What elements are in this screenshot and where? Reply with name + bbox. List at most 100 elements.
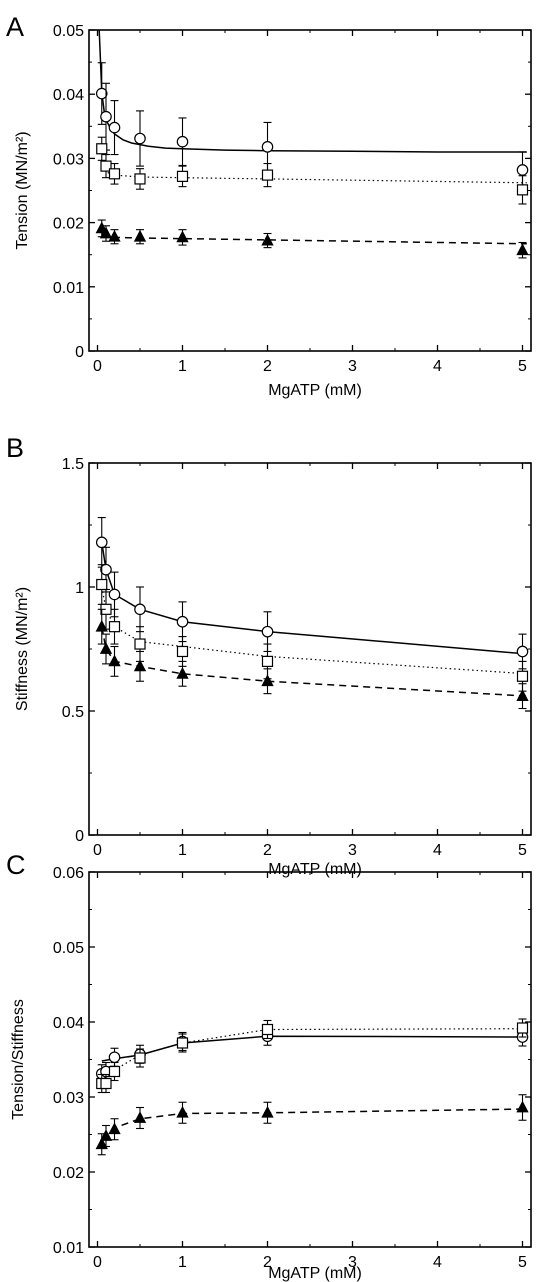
x-tick-label: 1 (178, 1254, 187, 1271)
series-open-square (96, 564, 529, 692)
y-tick-label: 0.04 (53, 1015, 84, 1032)
data-point-square (108, 1065, 121, 1078)
series-open-square (96, 1018, 529, 1094)
fit-line-dotted (101, 1028, 527, 1084)
data-point-circle (176, 135, 189, 148)
data-point-circle (134, 132, 146, 145)
data-point-square (134, 173, 146, 185)
data-point-circle (108, 1051, 121, 1064)
x-tick-label: 3 (348, 1254, 357, 1271)
fit-line-solid (98, 30, 527, 153)
fit-line-dotted (101, 165, 527, 184)
series-open-square (96, 136, 529, 205)
data-point-triangle (261, 233, 274, 246)
chart-b: 0 1 2 3 4 5 0 0.5 1 1.5 MgATP (mM) Stiffness (MN/m²… (14, 456, 532, 878)
y-tick-label: 0.03 (53, 1090, 84, 1107)
x-tick-label: 0 (93, 842, 102, 859)
panel-label-c: C (6, 850, 26, 880)
y-tick-label: 0.5 (62, 704, 84, 721)
data-point-square (176, 645, 189, 658)
series-open-circle (95, 517, 529, 670)
data-point-triangle (133, 229, 147, 242)
fit-line-dashed (101, 1108, 527, 1139)
series-filled-triangle (95, 1094, 529, 1156)
data-point-triangle (133, 1111, 147, 1123)
y-tick-label: 0.04 (53, 87, 84, 104)
data-point-triangle (516, 689, 529, 702)
data-point-triangle (176, 666, 189, 679)
series-filled-triangle (95, 219, 529, 259)
data-point-square (134, 638, 146, 650)
data-point-triangle (108, 654, 121, 667)
x-tick-label: 3 (348, 842, 357, 859)
x-tick-label: 2 (263, 358, 272, 375)
data-point-circle (100, 563, 112, 576)
data-point-triangle (95, 619, 108, 632)
data-point-square (108, 168, 121, 180)
data-point-triangle (99, 1129, 113, 1141)
data-point-square (261, 169, 274, 181)
series-open-circle (95, 30, 529, 189)
data-point-triangle (176, 230, 189, 243)
data-point-square (100, 160, 112, 172)
x-tick-label: 4 (433, 358, 442, 375)
chart-a: 0 1 2 3 4 5 0 0.01 0.02 0.03 0.04 0.05 MgATP (mM) Ten… (14, 23, 532, 399)
data-point-circle (261, 141, 274, 153)
x-tick-label: 2 (263, 842, 272, 859)
data-point-circle (108, 121, 121, 134)
plot-frame (88, 29, 532, 352)
y-tick-label: 0.05 (53, 940, 84, 957)
data-point-circle (261, 625, 274, 638)
x-axis-title: MgATP (mM) (268, 382, 362, 399)
fit-line-solid (101, 542, 527, 655)
data-point-square (96, 578, 108, 591)
x-tick-label: 3 (348, 358, 357, 375)
x-tick-label: 5 (518, 1254, 527, 1271)
y-tick-label: 0.03 (53, 151, 84, 168)
data-point-circle (176, 615, 189, 628)
y-tick-label: 0.01 (53, 280, 84, 297)
x-tick-label: 1 (178, 358, 187, 375)
panel-label-b: B (6, 433, 25, 463)
plot-frame (88, 871, 532, 1248)
x-tick-label: 2 (263, 1254, 272, 1271)
data-point-square (516, 1022, 529, 1034)
panel-a: A 0 1 2 3 4 5 0 0.01 0.02 0.03 0.04 0.05 MgATP (mM) T… (0, 12, 541, 432)
data-point-circle (95, 536, 108, 549)
fit-line-dashed (101, 232, 527, 245)
data-point-square (176, 1037, 189, 1049)
y-tick-label: 0 (75, 828, 84, 845)
data-point-circle (516, 645, 529, 658)
data-point-square (516, 670, 529, 682)
panel-b: B 0 1 2 3 4 5 0 0.5 1 1.5 MgATP (mM) Stiffness (MN/… (0, 433, 541, 878)
chart-c: 0 1 2 3 4 5 0.01 0.02 0.03 0.04 0.05 0.06 MgATP (mM)… (10, 865, 532, 1282)
data-point-triangle (176, 1105, 189, 1118)
x-tick-label: 5 (518, 358, 527, 375)
y-tick-label: 0.01 (53, 1240, 84, 1257)
x-tick-label: 4 (433, 842, 442, 859)
data-point-circle (134, 603, 146, 616)
y-tick-label: 0.02 (53, 216, 84, 233)
y-tick-label: 0.06 (53, 865, 84, 882)
data-point-square (100, 1077, 112, 1090)
data-point-triangle (108, 229, 121, 242)
data-point-square (516, 184, 529, 196)
data-point-square (176, 170, 189, 182)
data-point-circle (108, 588, 121, 601)
data-point-triangle (261, 674, 274, 687)
data-point-triangle (133, 659, 147, 672)
data-point-triangle (99, 226, 113, 239)
data-point-triangle (99, 642, 113, 654)
y-tick-label: 0 (75, 344, 84, 361)
panel-label-a: A (6, 12, 25, 42)
data-point-triangle (261, 1105, 274, 1118)
y-tick-label: 0.05 (53, 23, 84, 40)
data-point-triangle (516, 243, 529, 256)
y-tick-label: 0.02 (53, 1165, 84, 1182)
series-filled-triangle (95, 608, 529, 710)
fit-line-dotted (101, 586, 527, 675)
x-axis-title: MgATP (mM) (268, 1265, 362, 1282)
data-point-triangle (108, 1122, 121, 1135)
x-axis-title: MgATP (mM) (268, 861, 362, 878)
panel-c: C 0 1 2 3 4 5 0.01 0.02 0.03 0.04 0.05 0.06 MgATP (m… (0, 850, 541, 1282)
